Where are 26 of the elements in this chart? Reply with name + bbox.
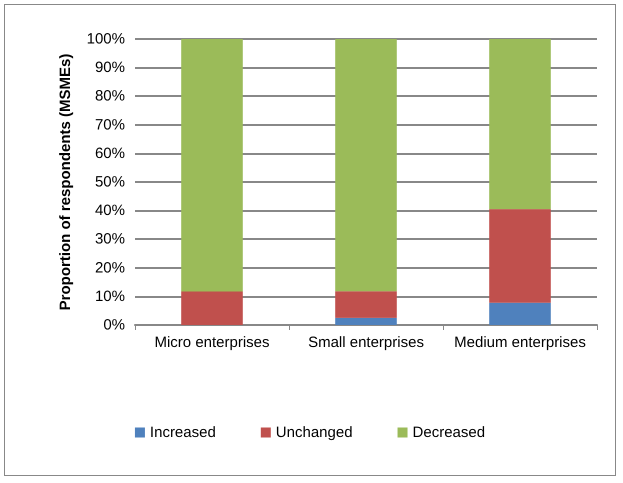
- y-tick-label: 90%: [94, 59, 125, 76]
- y-tick-label: 60%: [94, 144, 125, 162]
- bar: [489, 302, 551, 325]
- y-tick-label: 80%: [94, 88, 125, 105]
- bar: [335, 291, 397, 318]
- bar: [335, 318, 397, 325]
- bar: [181, 39, 243, 292]
- x-tick-label: Medium enterprises: [454, 334, 586, 351]
- y-tick-label: 70%: [94, 116, 125, 134]
- y-tick-label: 40%: [94, 202, 125, 220]
- x-tick-label: Micro enterprises: [154, 334, 270, 351]
- y-tick-label: 30%: [94, 230, 125, 248]
- y-tick-label: 20%: [94, 259, 125, 276]
- bar: [181, 292, 243, 325]
- x-tick-label: Small enterprises: [308, 334, 424, 351]
- y-tick-label: 100%: [86, 30, 125, 48]
- y-tick-label: 0%: [103, 316, 125, 334]
- legend-label: Increased: [150, 424, 216, 441]
- y-tick-label: 50%: [94, 174, 125, 190]
- bar: [335, 39, 397, 292]
- legend-label: Unchanged: [276, 424, 353, 441]
- bar: [489, 209, 551, 303]
- legend-label: Decreased: [412, 424, 486, 441]
- y-axis-title: Proportion of respondents (MSMEs): [57, 54, 74, 310]
- y-tick-label: 10%: [94, 288, 125, 305]
- bar: [489, 39, 551, 210]
